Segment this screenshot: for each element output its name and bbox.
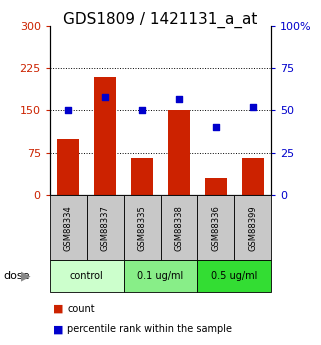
Text: GSM88337: GSM88337 [100, 205, 110, 250]
Text: 0.5 ug/ml: 0.5 ug/ml [211, 271, 257, 281]
Text: GSM88336: GSM88336 [211, 205, 221, 250]
Bar [242, 158, 264, 195]
Text: GDS1809 / 1421131_a_at: GDS1809 / 1421131_a_at [63, 12, 258, 28]
Bar [168, 110, 190, 195]
Text: control: control [70, 271, 104, 281]
Text: GSM88334: GSM88334 [64, 205, 73, 250]
Text: dose: dose [3, 271, 30, 281]
Text: GSM88338: GSM88338 [174, 205, 184, 250]
Text: GSM88335: GSM88335 [137, 205, 147, 250]
Point [250, 104, 256, 110]
Bar [94, 77, 116, 195]
Point [213, 125, 218, 130]
Text: ▶: ▶ [21, 269, 30, 283]
Point [177, 96, 182, 101]
Text: percentile rank within the sample: percentile rank within the sample [67, 325, 232, 334]
Bar [57, 139, 79, 195]
Text: 0.1 ug/ml: 0.1 ug/ml [137, 271, 184, 281]
Point [102, 94, 108, 100]
Text: ■: ■ [53, 325, 64, 334]
Text: ■: ■ [53, 304, 64, 314]
Text: count: count [67, 304, 95, 314]
Point [66, 108, 71, 113]
Text: GSM88399: GSM88399 [248, 205, 257, 250]
Bar [205, 178, 227, 195]
Bar [131, 158, 153, 195]
Point [140, 108, 145, 113]
